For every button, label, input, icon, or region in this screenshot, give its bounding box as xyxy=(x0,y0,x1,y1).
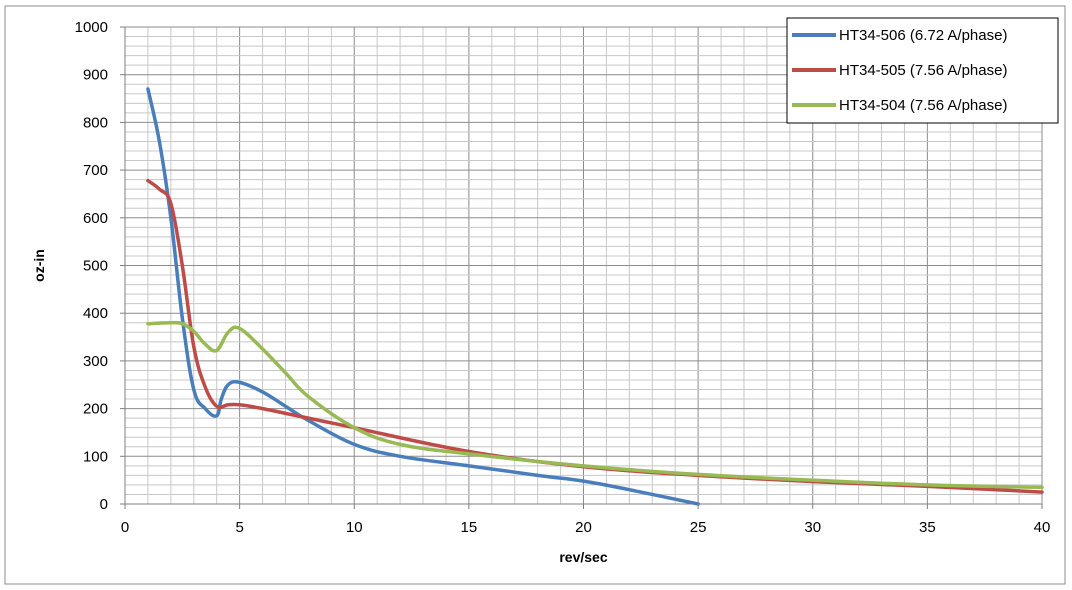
series-group xyxy=(146,87,1044,506)
x-tick-label: 20 xyxy=(575,519,592,536)
y-tick-label: 1000 xyxy=(75,19,108,36)
x-tick-label: 15 xyxy=(461,519,478,536)
x-axis-title: rev/sec xyxy=(559,549,607,565)
legend-label-1: HT34-506 (6.72 A/phase) xyxy=(839,27,1007,44)
legend-label-3: HT34-504 (7.56 A/phase) xyxy=(839,97,1007,114)
y-tick-label: 300 xyxy=(83,353,108,370)
y-tick-label: 800 xyxy=(83,114,108,131)
x-tick-label: 0 xyxy=(121,519,129,536)
x-tick-label: 35 xyxy=(919,519,936,536)
series-line-1 xyxy=(146,87,700,506)
x-tick-label: 25 xyxy=(690,519,707,536)
series-line-3 xyxy=(146,320,1044,490)
x-tick-label: 30 xyxy=(804,519,821,536)
x-tick-label: 40 xyxy=(1034,519,1051,536)
y-tick-label: 900 xyxy=(83,67,108,84)
y-tick-label: 400 xyxy=(83,305,108,322)
y-tick-label: 700 xyxy=(83,162,108,179)
legend: HT34-506 (6.72 A/phase) HT34-505 (7.56 A/… xyxy=(786,17,1059,124)
x-tick-label: 5 xyxy=(235,519,243,536)
y-tick-label: 600 xyxy=(83,210,108,227)
y-tick-label: 100 xyxy=(83,448,108,465)
x-tick-label: 10 xyxy=(346,519,363,536)
y-tick-label: 0 xyxy=(100,496,108,513)
y-axis-title: oz-in xyxy=(31,249,47,282)
y-tick-label: 500 xyxy=(83,258,108,275)
legend-label-2: HT34-505 (7.56 A/phase) xyxy=(839,62,1007,79)
grid xyxy=(124,26,1043,505)
tick-labels: 0 5 10 15 20 25 30 35 40010020030040050060070080… xyxy=(75,19,1051,536)
y-tick-label: 200 xyxy=(83,401,108,418)
